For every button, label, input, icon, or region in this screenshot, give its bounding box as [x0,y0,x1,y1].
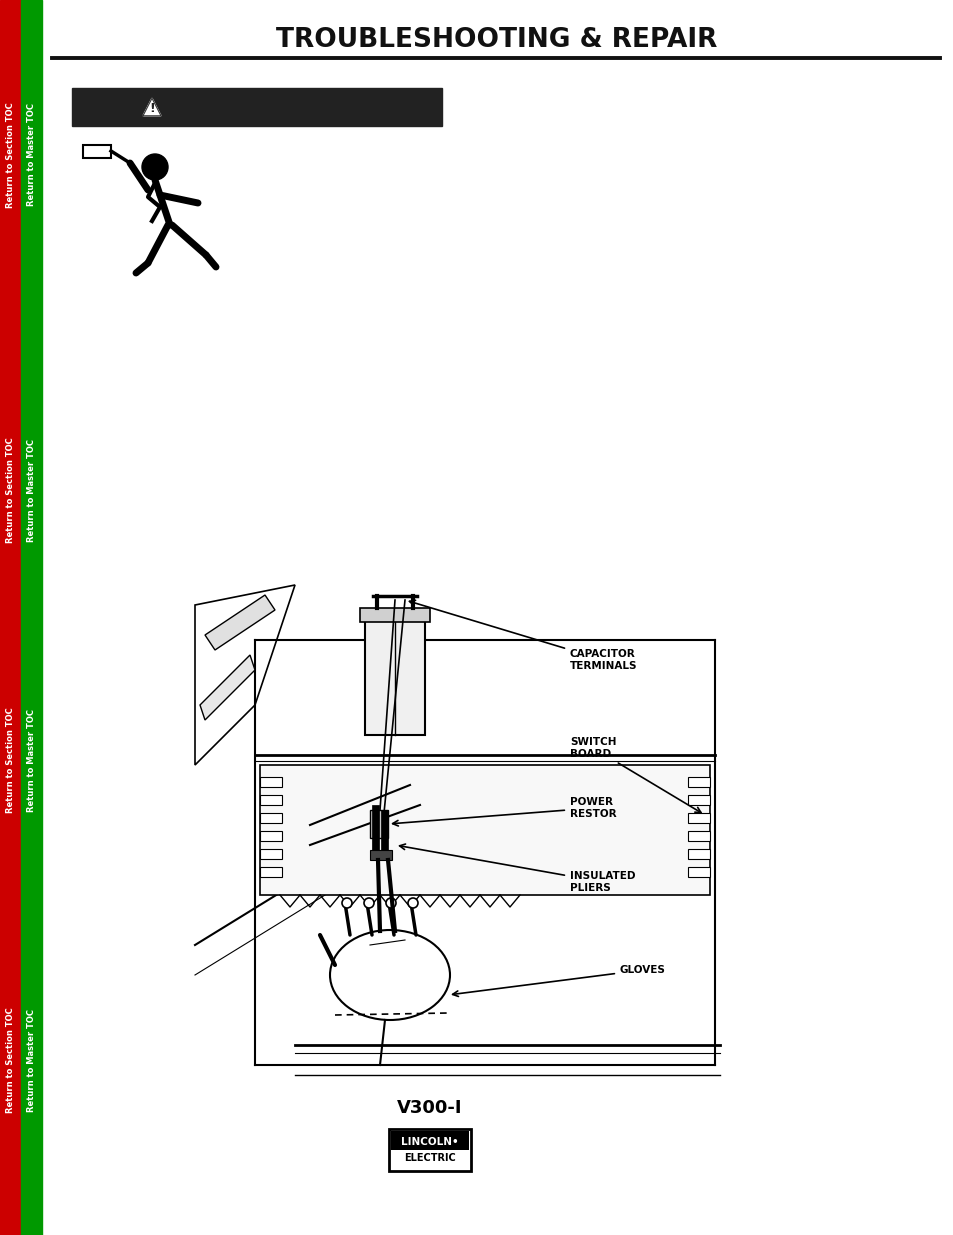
Bar [380,810,388,850]
Ellipse shape [330,930,450,1020]
Text: Return to Section TOC: Return to Section TOC [6,437,15,543]
Bar [359,608,430,622]
Text: Return to Section TOC: Return to Section TOC [6,103,15,207]
Bar [260,764,709,895]
Bar [71,88,441,126]
Bar [389,1129,471,1171]
Bar [370,810,388,839]
Bar [83,144,111,158]
Bar [260,848,282,860]
Text: POWER
RESTOR: POWER RESTOR [393,798,616,826]
Text: INSULATED
PLIERS: INSULATED PLIERS [399,844,635,893]
Bar [687,848,709,860]
Bar [260,813,282,823]
Text: Return to Section TOC: Return to Section TOC [6,708,15,813]
Circle shape [408,898,417,908]
Bar [260,777,282,787]
Text: Return to Master TOC: Return to Master TOC [27,1009,36,1112]
Bar [687,831,709,841]
Text: LINCOLN•: LINCOLN• [401,1137,458,1147]
Text: Return to Master TOC: Return to Master TOC [27,104,36,206]
Bar [0,0,21,1235]
Bar [687,777,709,787]
Text: CAPACITOR
TERMINALS: CAPACITOR TERMINALS [409,600,637,671]
Text: ELECTRIC: ELECTRIC [404,1153,456,1163]
Bar [260,867,282,877]
Circle shape [386,898,395,908]
Bar [21,0,42,1235]
Bar [687,867,709,877]
Bar [260,831,282,841]
Circle shape [364,898,374,908]
Polygon shape [194,585,294,764]
Polygon shape [205,595,274,650]
Text: GLOVES: GLOVES [452,965,665,997]
Bar [194,585,720,1095]
Bar [687,795,709,805]
Bar [391,1131,469,1150]
Text: V300-I: V300-I [396,1099,462,1116]
Circle shape [341,898,352,908]
Text: Return to Section TOC: Return to Section TOC [6,1007,15,1113]
Text: !: ! [149,101,154,115]
Text: Return to Master TOC: Return to Master TOC [27,709,36,811]
Bar [260,795,282,805]
Bar [372,805,378,850]
Bar [365,620,424,735]
Circle shape [142,154,168,180]
Text: TROUBLESHOOTING & REPAIR: TROUBLESHOOTING & REPAIR [276,27,717,53]
Polygon shape [143,99,161,116]
Text: SWITCH
BOARD: SWITCH BOARD [569,737,700,813]
Bar [687,813,709,823]
Polygon shape [200,655,254,720]
Bar [370,850,392,860]
Text: Return to Master TOC: Return to Master TOC [27,438,36,541]
